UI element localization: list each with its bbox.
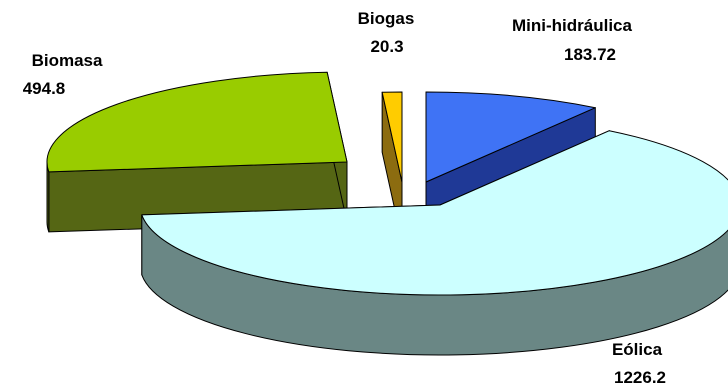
slice-value-mini-hidraulica: 183.72	[564, 45, 616, 64]
pie-labels: Mini-hidráulica 183.72 Eólica 1226.2 Bio…	[23, 9, 666, 387]
pie-wedges	[46, 71, 728, 356]
slice-value-biomasa: 494.8	[23, 79, 66, 98]
slice-eolica-top	[141, 130, 728, 296]
slice-biomasa-rim	[46, 161, 50, 233]
slice-label-eolica: Eólica	[612, 340, 663, 359]
slice-label-biogas: Biogas	[358, 9, 415, 28]
slice-label-mini-hidraulica: Mini-hidráulica	[512, 16, 633, 35]
slice-label-biomasa: Biomasa	[32, 51, 103, 70]
slice-biogas	[381, 91, 403, 243]
slice-mini-hidraulica-top	[425, 91, 596, 183]
slice-biogas-top	[381, 91, 403, 183]
slice-biomasa-top	[46, 71, 348, 173]
slice-value-biogas: 20.3	[370, 37, 403, 56]
slice-value-eolica: 1226.2	[614, 368, 666, 387]
slice-eolica	[141, 130, 728, 356]
slice-biomasa	[46, 71, 348, 233]
